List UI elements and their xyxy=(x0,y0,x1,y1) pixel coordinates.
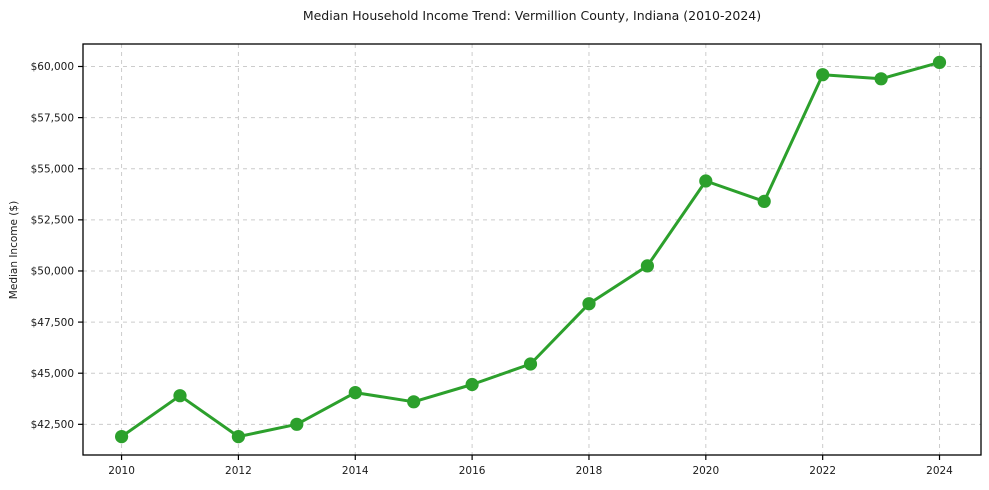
y-tick-label: $42,500 xyxy=(31,419,74,431)
y-tick-label: $55,000 xyxy=(31,163,74,175)
plot-border xyxy=(82,43,982,456)
x-tick-label: 2022 xyxy=(809,465,836,477)
data-point xyxy=(640,259,655,273)
x-tick-label: 2012 xyxy=(225,465,252,477)
x-tick-label: 2014 xyxy=(342,465,369,477)
y-tick-label: $47,500 xyxy=(31,317,74,329)
x-tick-label: 2018 xyxy=(576,465,603,477)
chart-title: Median Household Income Trend: Vermillio… xyxy=(302,8,762,23)
x-tick-label: 2024 xyxy=(926,465,953,477)
trend-line xyxy=(120,60,941,439)
data-point xyxy=(699,174,713,188)
data-point xyxy=(290,417,304,431)
x-tick-label: 2020 xyxy=(692,465,719,477)
y-tick-label: $60,000 xyxy=(31,61,74,73)
data-point xyxy=(816,68,830,82)
data-point xyxy=(523,357,538,371)
y-tick-label: $52,500 xyxy=(31,215,74,227)
data-point xyxy=(231,430,245,444)
y-tick-label: $45,000 xyxy=(31,368,74,380)
data-point xyxy=(932,55,947,69)
x-tick-label: 2016 xyxy=(459,465,486,477)
data-point xyxy=(348,386,362,400)
y-tick-label: $57,500 xyxy=(31,112,74,124)
data-point xyxy=(874,72,888,86)
x-tick-label: 2010 xyxy=(108,465,135,477)
data-point xyxy=(115,430,129,444)
data-point xyxy=(173,389,187,403)
y-tick-label: $50,000 xyxy=(31,266,74,278)
data-point xyxy=(407,395,421,409)
data-point xyxy=(757,194,771,208)
data-point xyxy=(465,377,479,392)
data-point xyxy=(582,297,596,311)
